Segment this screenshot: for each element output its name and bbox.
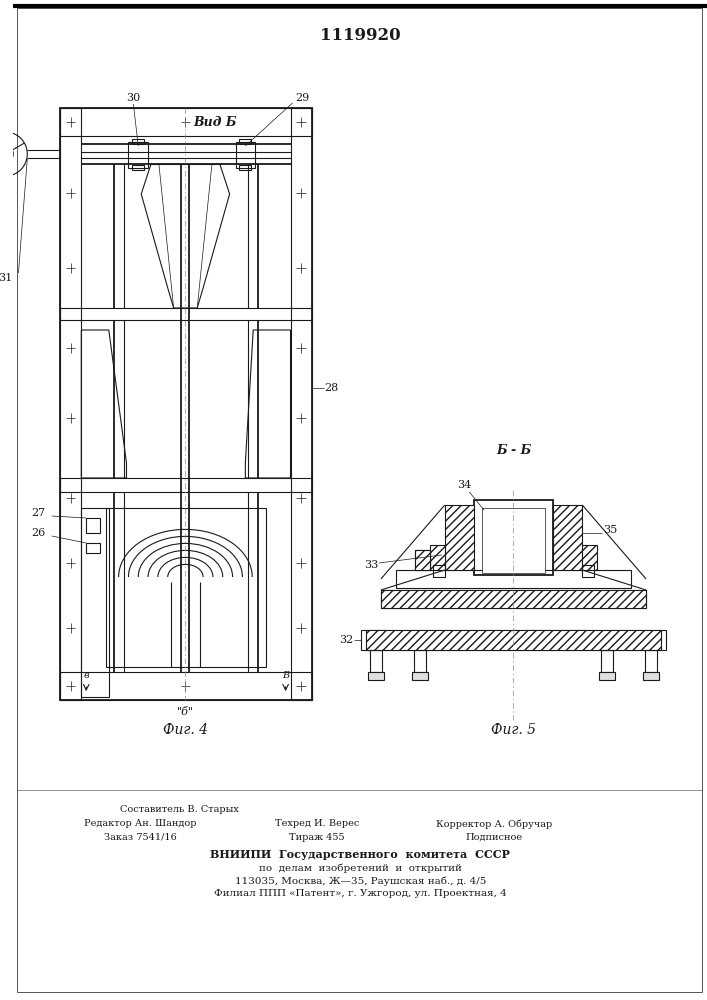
Bar — [59, 108, 312, 136]
Text: 31: 31 — [0, 273, 13, 283]
Bar — [291, 108, 312, 700]
Bar — [59, 308, 312, 320]
Bar — [361, 630, 666, 650]
Text: Редактор Ан. Шандор: Редактор Ан. Шандор — [84, 820, 197, 828]
Bar — [396, 570, 631, 588]
Bar — [368, 672, 384, 680]
Bar — [240, 139, 251, 144]
Bar — [645, 650, 657, 672]
Text: 26: 26 — [31, 528, 45, 538]
Text: 27: 27 — [31, 508, 45, 518]
Bar — [86, 543, 100, 553]
Bar — [412, 672, 428, 680]
Text: в: в — [83, 670, 89, 680]
Bar — [132, 165, 144, 170]
Text: Вид Б: Вид Б — [193, 115, 237, 128]
Bar — [601, 650, 613, 672]
Bar — [59, 108, 81, 700]
Bar — [81, 508, 109, 697]
Text: "б": "б" — [177, 707, 194, 717]
Text: 35: 35 — [602, 525, 617, 535]
Text: Заказ 7541/16: Заказ 7541/16 — [104, 832, 177, 842]
Text: Филиал ППП «Патент», г. Ужгород, ул. Проектная, 4: Филиал ППП «Патент», г. Ужгород, ул. Про… — [214, 890, 507, 898]
Text: Фиг. 5: Фиг. 5 — [491, 723, 536, 737]
Bar — [583, 565, 594, 577]
Bar — [240, 165, 251, 170]
Circle shape — [1, 150, 10, 158]
Text: 113035, Москва, Ж—35, Раушская наб., д. 4/5: 113035, Москва, Ж—35, Раушская наб., д. … — [235, 876, 486, 886]
Bar — [433, 565, 445, 577]
Bar — [370, 650, 382, 672]
Text: Б - Б: Б - Б — [496, 444, 531, 456]
Bar — [59, 108, 312, 700]
Text: 29: 29 — [296, 93, 310, 103]
Text: 33: 33 — [364, 560, 378, 570]
Text: 1119920: 1119920 — [320, 26, 401, 43]
Text: Составитель В. Старых: Составитель В. Старых — [120, 806, 239, 814]
Text: Фиг. 4: Фиг. 4 — [163, 723, 208, 737]
Bar — [553, 505, 583, 570]
Text: В: В — [282, 670, 289, 680]
Bar — [381, 590, 646, 608]
Text: ВНИИПИ  Государственного  комитета  СССР: ВНИИПИ Государственного комитета СССР — [210, 850, 510, 860]
Bar — [381, 590, 646, 608]
Text: 32: 32 — [339, 635, 354, 645]
Bar — [415, 550, 430, 570]
Bar — [366, 630, 661, 650]
Bar — [445, 505, 474, 570]
Text: Корректор А. Обручар: Корректор А. Обручар — [436, 819, 552, 829]
Bar — [430, 545, 445, 570]
Bar — [482, 508, 545, 573]
Text: 30: 30 — [127, 93, 141, 103]
Bar — [129, 142, 148, 168]
Bar — [59, 478, 312, 492]
Text: по  делам  изобретений  и  открытий: по делам изобретений и открытий — [259, 863, 462, 873]
Bar — [474, 500, 553, 575]
Bar — [599, 672, 614, 680]
Bar — [583, 545, 597, 570]
Text: 28: 28 — [325, 383, 339, 393]
Bar — [132, 139, 144, 144]
Bar — [86, 518, 100, 533]
Bar — [643, 672, 659, 680]
Bar — [415, 550, 430, 570]
Text: Подписное: Подписное — [465, 832, 522, 842]
Text: 34: 34 — [457, 480, 472, 490]
Bar — [59, 672, 312, 700]
Text: Тираж 455: Тираж 455 — [289, 832, 345, 842]
Text: Техред И. Верес: Техред И. Верес — [275, 820, 359, 828]
Bar — [106, 508, 266, 667]
Bar — [235, 142, 255, 168]
Bar — [414, 650, 426, 672]
